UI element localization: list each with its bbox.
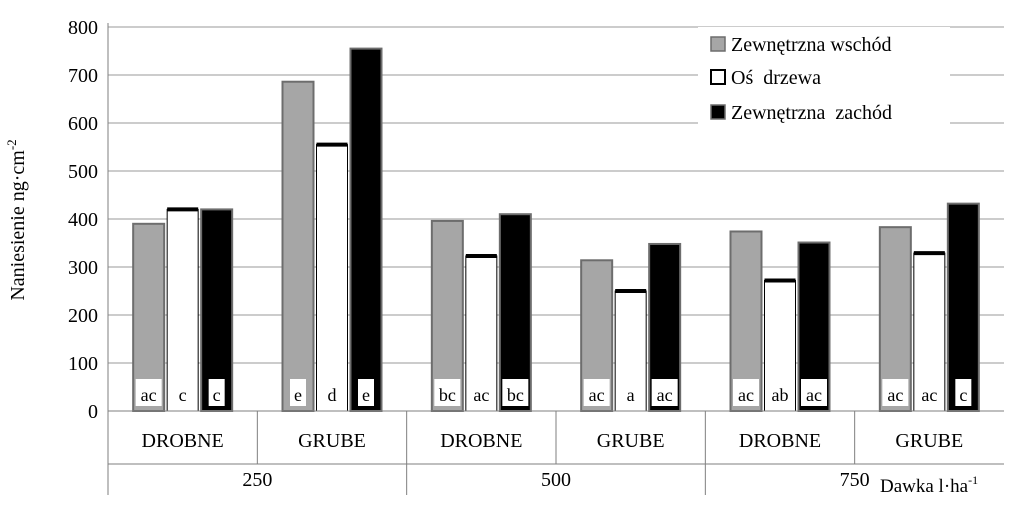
sig-label: bc (507, 385, 524, 405)
legend-swatch (710, 104, 726, 120)
sig-label: bc (439, 385, 456, 405)
bar (498, 213, 532, 412)
sig-label: ac (921, 385, 937, 405)
bar (349, 47, 383, 412)
sig-label: ac (141, 385, 157, 405)
sig-label: ac (887, 385, 903, 405)
y-tick-label: 400 (68, 209, 98, 231)
legend-label: Zewnętrzna zachód (731, 102, 892, 124)
x-axis-label-superscript: -1 (968, 473, 978, 487)
y-axis-label-superscript: -2 (4, 139, 19, 150)
legend-label: Oś drzewa (731, 67, 821, 89)
legend-swatch (710, 69, 726, 85)
sig-label-bg (468, 379, 495, 406)
sig-label: ac (473, 385, 489, 405)
bar (946, 202, 980, 412)
sig-label-bg (174, 379, 191, 406)
x-category-labels: DROBNE GRUBE DROBNE GRUBE DROBNE GRUBE 250 500 7… (142, 430, 964, 491)
bar (316, 144, 348, 412)
y-tick-labels: 0 100 200 300 400 500 600 700 800 (68, 17, 98, 423)
sig-label: a (627, 385, 635, 405)
x-category-label: DROBNE (440, 430, 522, 452)
x-category-label: GRUBE (597, 430, 665, 452)
x-group-label: 250 (242, 469, 272, 491)
y-tick-label: 0 (88, 401, 98, 423)
sig-label: ac (589, 385, 605, 405)
sig-label-bg (583, 379, 610, 406)
x-group-label: 750 (840, 469, 870, 491)
sig-label-bg (290, 379, 306, 406)
sig-label-bg (916, 379, 943, 406)
legend-background (698, 27, 950, 137)
sig-label-bg (651, 379, 678, 406)
y-tick-label: 200 (68, 305, 98, 327)
bar (281, 80, 315, 412)
sig-label-bg (882, 379, 909, 406)
sig-label: c (213, 385, 221, 405)
gridlines (108, 26, 1004, 364)
legend-label: Zewnętrzna wschód (731, 34, 892, 56)
sig-label-bg (767, 379, 793, 406)
y-tick-label: 700 (68, 65, 98, 87)
sig-label: c (959, 385, 967, 405)
y-tick-label: 800 (68, 17, 98, 39)
y-tick-label: 600 (68, 113, 98, 135)
bar (200, 208, 234, 412)
x-category-label: DROBNE (142, 430, 224, 452)
x-category-label: GRUBE (895, 430, 963, 452)
sig-label-bg (502, 379, 529, 406)
sig-label-bg (434, 379, 461, 406)
sig-label: ac (657, 385, 673, 405)
y-tick-label: 500 (68, 161, 98, 183)
y-tick-label: 300 (68, 257, 98, 279)
sig-label: d (328, 385, 337, 405)
sig-label: c (179, 385, 187, 405)
sig-label-bg (358, 379, 374, 406)
sig-label: e (294, 385, 302, 405)
bars: ac c c e d e bc ac bc ac a ac ac ab ac ac ac c (132, 47, 980, 412)
x-group-label: 500 (541, 469, 571, 491)
sig-label: ab (772, 385, 789, 405)
sig-label-bg (135, 379, 162, 406)
x-category-label: GRUBE (298, 430, 366, 452)
sig-label-bg (622, 379, 639, 406)
y-tick-label: 100 (68, 353, 98, 375)
sig-label: ac (806, 385, 822, 405)
x-category-label: DROBNE (739, 430, 821, 452)
sig-label-bg (733, 379, 759, 406)
sig-label: e (362, 385, 370, 405)
legend: Zewnętrzna wschód Oś drzewa Zewnętrzna zac… (698, 27, 950, 137)
legend-swatch (710, 36, 726, 52)
sig-label-bg (801, 379, 827, 406)
axes (107, 23, 1004, 495)
bar (166, 208, 199, 412)
x-axis-label: Dawka l·ha-1 (880, 473, 978, 497)
sig-label-bg (208, 379, 225, 406)
y-axis-label: Naniesienie ng·cm-2 (4, 139, 29, 300)
sig-label-bg (955, 379, 972, 406)
sig-label-bg (324, 379, 340, 406)
sig-label: ac (738, 385, 754, 405)
